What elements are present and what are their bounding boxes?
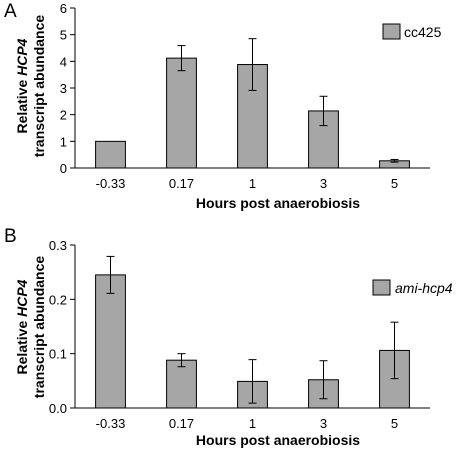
- panel-a-xtick-label: 3: [320, 176, 327, 191]
- panel-a-ytick-label: 5: [60, 28, 67, 43]
- panel-b-legend-label: ami-hcp4: [395, 280, 453, 296]
- panel-a-y-ticks: 0 1 2 3 4 5 6: [60, 1, 75, 176]
- panel-b: B Relative HCP4 transcript abundance 0.0…: [4, 226, 453, 448]
- panel-a-ytick-label: 2: [60, 108, 67, 123]
- panel-a-ytick-label: 4: [60, 54, 67, 69]
- panel-a-xtick-label: 0.17: [169, 176, 194, 191]
- panel-b-xtick-label: 3: [320, 416, 327, 431]
- panel-a-legend: cc425: [382, 23, 442, 40]
- panel-a-xtick-label: -0.33: [96, 176, 126, 191]
- panel-a-ylabel-line1: Relative HCP4: [14, 38, 30, 133]
- panel-a-ytick-label: 1: [60, 134, 67, 149]
- panel-b-bar: [95, 274, 126, 409]
- panel-a-ytick-label: 3: [60, 81, 67, 96]
- panel-a-letter: A: [4, 1, 17, 22]
- panel-b-xtick-label: -0.33: [96, 416, 126, 431]
- panel-a-legend-label: cc425: [404, 24, 442, 40]
- panel-b-x-ticks: -0.33 0.17 1 3 5: [96, 416, 398, 431]
- panel-b-legend: ami-hcp4: [372, 279, 453, 296]
- panel-a-bars: [95, 38, 410, 169]
- panel-b-xtick-label: 0.17: [169, 416, 194, 431]
- panel-a-xtick-label: 5: [391, 176, 398, 191]
- panel-b-ylabel-line1: Relative HCP4: [14, 279, 30, 374]
- panel-b-bars: [95, 255, 410, 409]
- panel-a: A Relative HCP4 transcript abundance 0 1 2…: [4, 1, 442, 211]
- panel-b-bar: [166, 359, 197, 409]
- panel-a-xtick-label: 1: [249, 176, 256, 191]
- panel-a-bar: [166, 57, 197, 169]
- panel-b-xlabel: Hours post anaerobiosis: [196, 432, 360, 448]
- panel-b-xtick-label: 5: [391, 416, 398, 431]
- panel-b-ytick-label: 0.2: [49, 292, 67, 307]
- panel-b-xtick-label: 1: [249, 416, 256, 431]
- panel-b-legend-swatch: [372, 279, 391, 296]
- panel-b-ytick-label: 0.0: [49, 401, 67, 416]
- panel-a-bar: [95, 140, 126, 169]
- panel-a-ylabel-line2: transcript abundance: [31, 15, 47, 158]
- panel-a-legend-swatch: [382, 23, 401, 40]
- panel-b-y-ticks: 0.0 0.1 0.2 0.3: [49, 238, 75, 416]
- panel-b-ytick-label: 0.3: [49, 238, 67, 253]
- panel-b-letter: B: [4, 226, 17, 247]
- panel-b-ylabel-line2: transcript abundance: [31, 256, 47, 399]
- panel-a-ytick-label: 0: [60, 161, 67, 176]
- panel-a-xlabel: Hours post anaerobiosis: [196, 195, 360, 211]
- panel-a-ytick-label: 6: [60, 1, 67, 16]
- panel-b-ytick-label: 0.1: [49, 347, 67, 362]
- panel-a-x-ticks: -0.33 0.17 1 3 5: [96, 176, 398, 191]
